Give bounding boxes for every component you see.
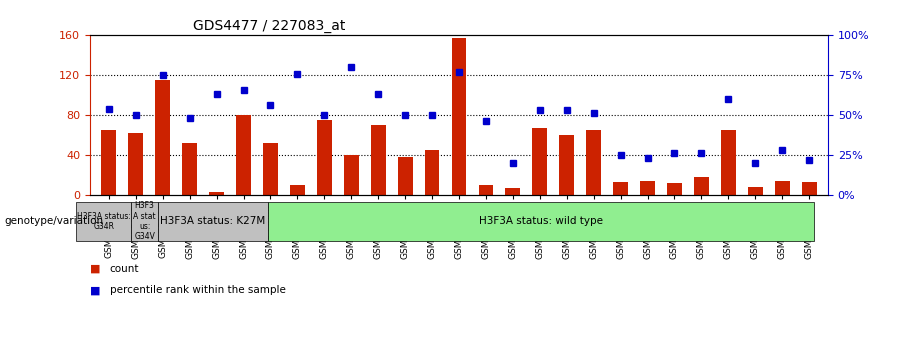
Bar (586, 130, 601, 195)
Bar (640, 181, 655, 195)
Bar (452, 38, 466, 195)
Text: genotype/variation: genotype/variation (4, 216, 104, 226)
Bar (156, 80, 170, 195)
Bar (398, 157, 412, 195)
Bar (236, 115, 251, 195)
Bar (748, 187, 762, 195)
Bar (344, 155, 359, 195)
Bar (533, 128, 547, 195)
Bar (802, 182, 816, 195)
Text: percentile rank within the sample: percentile rank within the sample (110, 285, 285, 295)
Bar (290, 185, 305, 195)
Bar (182, 143, 197, 195)
Text: H3F3A status:
G34R: H3F3A status: G34R (76, 212, 130, 231)
Text: count: count (110, 264, 140, 274)
Bar (667, 183, 682, 195)
Text: ■: ■ (90, 264, 101, 274)
Bar (129, 133, 143, 195)
Bar (102, 130, 116, 195)
Text: GDS4477 / 227083_at: GDS4477 / 227083_at (194, 19, 346, 33)
Bar (425, 150, 439, 195)
Bar (613, 182, 628, 195)
Bar (371, 125, 385, 195)
Bar (479, 185, 493, 195)
Bar (721, 130, 736, 195)
Bar (694, 177, 709, 195)
Text: H3F3A status: K27M: H3F3A status: K27M (160, 216, 266, 226)
Bar (317, 120, 332, 195)
Text: H3F3
A stat
us:
G34V: H3F3 A stat us: G34V (133, 201, 156, 241)
Text: ■: ■ (90, 285, 101, 295)
Bar (209, 192, 224, 195)
Text: H3F3A status: wild type: H3F3A status: wild type (479, 216, 603, 226)
Bar (263, 143, 278, 195)
Bar (559, 135, 574, 195)
Bar (506, 188, 520, 195)
Bar (775, 181, 789, 195)
